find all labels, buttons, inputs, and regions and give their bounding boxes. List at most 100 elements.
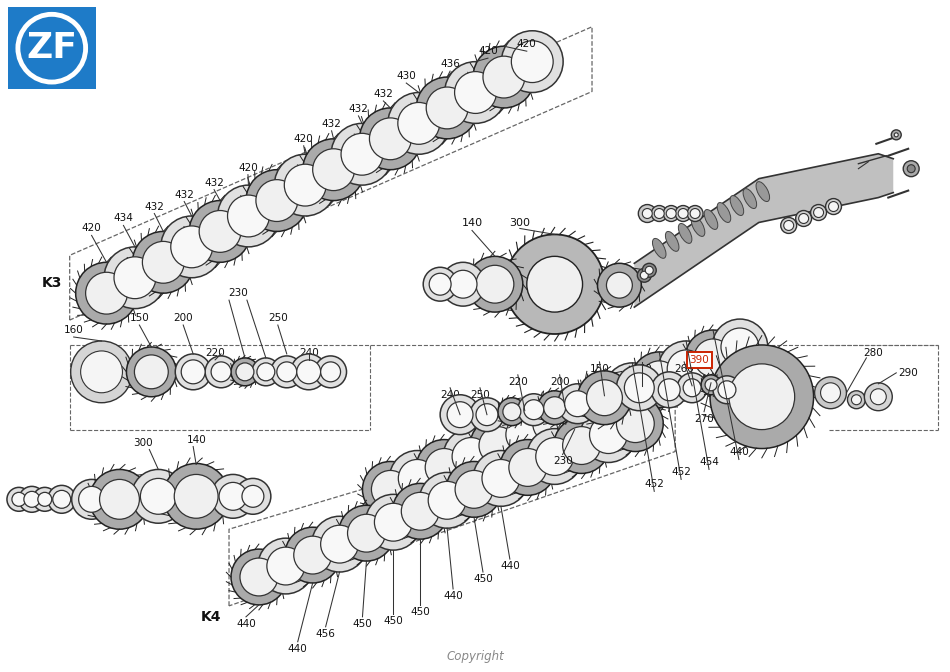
Circle shape bbox=[476, 404, 498, 425]
Text: 150: 150 bbox=[590, 364, 609, 374]
Circle shape bbox=[441, 262, 484, 306]
Circle shape bbox=[314, 356, 347, 388]
Circle shape bbox=[781, 218, 797, 233]
Circle shape bbox=[374, 503, 412, 541]
Circle shape bbox=[171, 226, 213, 267]
Circle shape bbox=[161, 216, 222, 278]
Ellipse shape bbox=[704, 210, 718, 229]
Circle shape bbox=[19, 487, 45, 512]
Text: 200: 200 bbox=[174, 313, 193, 323]
Circle shape bbox=[666, 208, 676, 218]
Circle shape bbox=[371, 470, 409, 508]
Circle shape bbox=[236, 363, 254, 381]
Text: 432: 432 bbox=[349, 104, 369, 114]
Circle shape bbox=[38, 493, 51, 506]
Circle shape bbox=[401, 493, 439, 530]
Circle shape bbox=[586, 383, 624, 421]
Ellipse shape bbox=[665, 231, 679, 251]
Circle shape bbox=[445, 62, 506, 124]
Circle shape bbox=[175, 354, 211, 390]
Circle shape bbox=[443, 429, 499, 485]
Circle shape bbox=[370, 118, 411, 160]
Text: 450: 450 bbox=[352, 619, 372, 629]
Circle shape bbox=[558, 384, 598, 423]
Circle shape bbox=[523, 396, 580, 452]
Circle shape bbox=[252, 358, 280, 386]
Circle shape bbox=[617, 405, 655, 443]
Circle shape bbox=[705, 379, 717, 391]
Text: 440: 440 bbox=[729, 448, 749, 458]
Circle shape bbox=[142, 241, 184, 283]
Circle shape bbox=[640, 271, 648, 280]
Circle shape bbox=[181, 360, 205, 384]
Text: 420: 420 bbox=[517, 39, 537, 49]
Ellipse shape bbox=[678, 224, 692, 243]
Circle shape bbox=[33, 487, 57, 511]
Circle shape bbox=[470, 398, 504, 431]
Circle shape bbox=[712, 319, 768, 375]
Text: 432: 432 bbox=[144, 202, 164, 212]
Circle shape bbox=[729, 364, 794, 429]
Circle shape bbox=[231, 549, 287, 605]
Circle shape bbox=[70, 341, 132, 403]
Circle shape bbox=[503, 403, 521, 421]
Ellipse shape bbox=[717, 202, 731, 222]
Circle shape bbox=[242, 485, 264, 507]
Circle shape bbox=[341, 133, 383, 175]
Text: K3: K3 bbox=[42, 276, 62, 290]
Text: 420: 420 bbox=[82, 223, 102, 233]
Text: 290: 290 bbox=[899, 368, 918, 378]
Circle shape bbox=[211, 474, 255, 518]
Circle shape bbox=[523, 400, 543, 419]
Ellipse shape bbox=[756, 181, 770, 202]
Circle shape bbox=[89, 470, 149, 529]
Text: 240: 240 bbox=[299, 348, 318, 358]
Circle shape bbox=[246, 170, 308, 231]
Text: 140: 140 bbox=[187, 435, 207, 445]
Text: 440: 440 bbox=[237, 619, 256, 629]
Circle shape bbox=[607, 396, 663, 452]
Circle shape bbox=[86, 272, 127, 314]
Text: 432: 432 bbox=[373, 89, 393, 99]
Circle shape bbox=[12, 493, 26, 506]
Text: ZF: ZF bbox=[27, 31, 77, 65]
Circle shape bbox=[7, 487, 30, 511]
Circle shape bbox=[652, 206, 667, 222]
Text: 260: 260 bbox=[674, 364, 694, 374]
Circle shape bbox=[440, 394, 480, 435]
Circle shape bbox=[392, 483, 448, 539]
Circle shape bbox=[799, 214, 808, 224]
Circle shape bbox=[483, 56, 524, 98]
Circle shape bbox=[642, 263, 656, 278]
Circle shape bbox=[498, 398, 525, 425]
Circle shape bbox=[114, 257, 156, 298]
Circle shape bbox=[467, 256, 522, 312]
Circle shape bbox=[53, 491, 70, 508]
Circle shape bbox=[562, 427, 600, 464]
Text: 420: 420 bbox=[478, 46, 498, 56]
Circle shape bbox=[518, 394, 550, 425]
Circle shape bbox=[398, 460, 436, 497]
Circle shape bbox=[79, 487, 104, 512]
Circle shape bbox=[332, 124, 393, 185]
Circle shape bbox=[219, 482, 247, 510]
Text: 456: 456 bbox=[315, 629, 335, 639]
Circle shape bbox=[312, 516, 368, 572]
Circle shape bbox=[687, 206, 703, 222]
Circle shape bbox=[48, 485, 76, 513]
Circle shape bbox=[470, 418, 525, 474]
Circle shape bbox=[675, 206, 691, 222]
Text: 450: 450 bbox=[384, 616, 403, 626]
Circle shape bbox=[894, 133, 899, 137]
Text: 240: 240 bbox=[440, 390, 460, 400]
Text: 440: 440 bbox=[444, 591, 463, 601]
Circle shape bbox=[24, 491, 40, 507]
Text: 220: 220 bbox=[205, 348, 225, 358]
Text: 160: 160 bbox=[633, 364, 653, 374]
Text: Copyright: Copyright bbox=[446, 650, 504, 663]
Circle shape bbox=[624, 373, 655, 403]
Circle shape bbox=[690, 208, 700, 218]
Circle shape bbox=[473, 46, 535, 108]
Circle shape bbox=[141, 478, 177, 514]
Text: 454: 454 bbox=[699, 458, 719, 468]
